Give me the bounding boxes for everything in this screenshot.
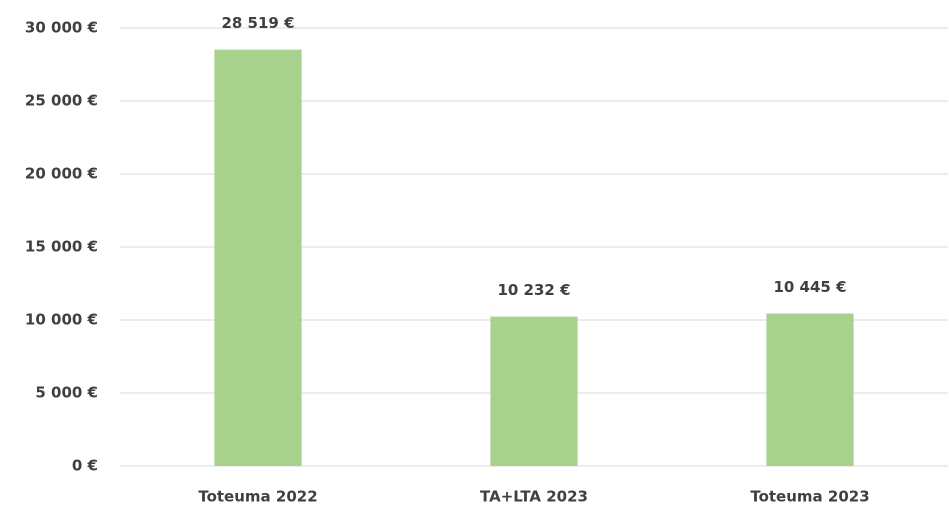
bar [766,313,854,466]
y-tick-label: 5 000 € [35,384,98,402]
y-tick-label: 10 000 € [25,311,98,329]
bar [214,49,302,467]
value-label: 10 445 € [773,278,846,296]
value-label: 10 232 € [497,281,570,299]
x-tick-label: Toteuma 2023 [750,488,869,506]
x-tick-label: Toteuma 2022 [198,488,317,506]
y-tick-label: 20 000 € [25,165,98,183]
bar [490,316,578,466]
value-label: 28 519 € [221,14,294,32]
y-tick-label: 30 000 € [25,19,98,37]
x-tick-label: TA+LTA 2023 [480,488,588,506]
y-tick-label: 0 € [72,457,98,475]
y-tick-label: 25 000 € [25,92,98,110]
y-tick-label: 15 000 € [25,238,98,256]
